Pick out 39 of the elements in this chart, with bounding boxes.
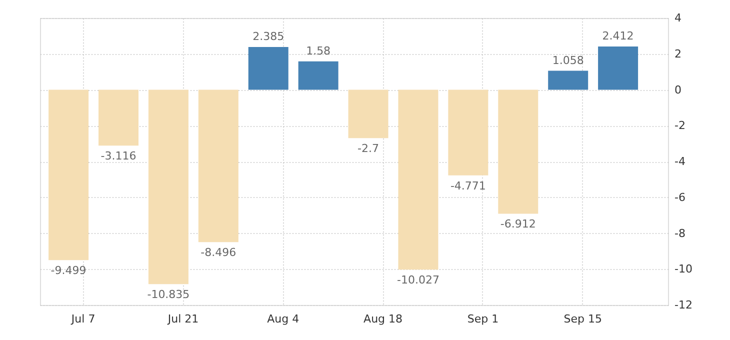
y-tick-label: -6: [674, 190, 686, 204]
bar: [598, 46, 638, 90]
bar: [98, 90, 138, 146]
data-label: 1.058: [552, 54, 584, 67]
bar: [248, 46, 288, 90]
bar: [298, 61, 338, 90]
bar: [448, 90, 488, 176]
data-label: 1.58: [306, 44, 331, 58]
bar: [148, 90, 188, 284]
y-tick-label: -10: [674, 262, 692, 276]
x-tick-label: Aug 18: [364, 312, 403, 326]
data-label: -4.771: [450, 179, 486, 192]
data-label: 2.412: [602, 29, 634, 42]
y-tick-label: -12: [674, 298, 692, 312]
data-label: 2.385: [252, 30, 284, 43]
data-label: -10.835: [147, 288, 190, 302]
y-tick-label: 0: [674, 83, 682, 96]
y-tick-label: -2: [674, 119, 686, 132]
bar: [48, 90, 89, 260]
x-tick-label: Sep 1: [467, 312, 499, 326]
data-label: -3.116: [100, 150, 136, 163]
y-tick-label: -4: [674, 155, 686, 168]
data-label: -2.7: [358, 142, 380, 156]
x-tick-label: Aug 4: [267, 312, 300, 326]
bar: [398, 90, 438, 270]
data-label: -9.499: [50, 264, 86, 278]
x-tick-label: Sep 15: [564, 312, 602, 326]
data-label: -10.027: [396, 274, 440, 287]
y-tick-label: 4: [674, 12, 682, 24]
bar: [498, 90, 538, 214]
x-tick-label: Jul 21: [166, 312, 199, 326]
y-tick-label: 2: [674, 47, 682, 60]
x-tick-label: Jul 7: [70, 312, 96, 326]
y-tick-label: -8: [674, 226, 686, 240]
data-label: -6.912: [500, 218, 536, 231]
data-label: -8.496: [200, 246, 236, 260]
bar: [548, 70, 588, 90]
bar: [198, 90, 238, 242]
bar: [348, 90, 388, 138]
